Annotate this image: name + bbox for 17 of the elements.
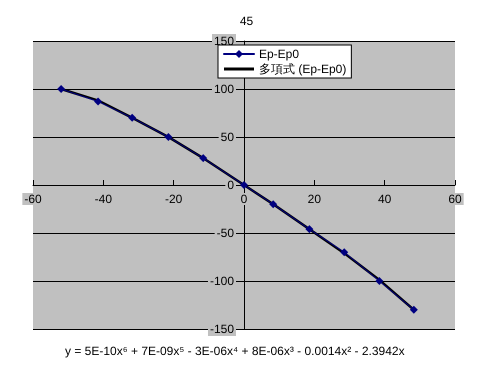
y-tick-label: -150	[210, 322, 234, 336]
legend-label: 多項式 (Ep-Ep0)	[259, 62, 346, 76]
y-tick-label: 100	[214, 82, 234, 96]
y-tick-label: 0	[227, 178, 234, 192]
x-tick-label: 60	[448, 192, 462, 206]
x-tick-label: -20	[164, 192, 183, 206]
x-tick-label: -60	[24, 192, 42, 206]
legend-label: Ep-Ep0	[259, 47, 300, 61]
y-tick-label: 50	[220, 130, 234, 144]
y-tick-label: -50	[216, 226, 234, 240]
x-tick-label: -40	[94, 192, 112, 206]
y-tick-label: -100	[210, 274, 234, 288]
x-tick-label: 20	[308, 192, 322, 206]
chart-title: 45	[240, 14, 254, 28]
text: y = 5E-10x⁶ + 7E-09x⁵ - 3E-06x⁴ + 8E-06x³ - 0.0014x² - 2.3942x	[65, 344, 405, 358]
x-tick-label: 40	[378, 192, 392, 206]
x-tick-label: 0	[240, 192, 248, 206]
